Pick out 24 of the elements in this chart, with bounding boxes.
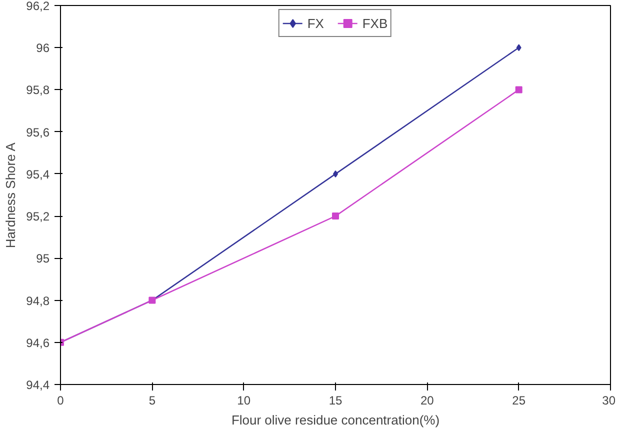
legend-label: FXB — [362, 16, 388, 30]
point — [332, 212, 339, 220]
y-tick-label: 96,2 — [26, 0, 50, 13]
x-tick-label: 0 — [57, 394, 64, 408]
x-tick-label: 10 — [237, 394, 251, 408]
x-tick-label: 5 — [148, 394, 156, 408]
x-axis-title: Flour olive residue concentration(%) — [231, 412, 440, 428]
y-tick-label: 95,2 — [26, 210, 50, 224]
y-tick-label: 94,8 — [26, 294, 50, 308]
y-tick-label: 94,4 — [26, 378, 50, 392]
legend-label: FX — [307, 16, 325, 30]
x-tick-label: 30 — [602, 394, 616, 408]
y-axis-title: Hardness Shore A — [3, 142, 18, 248]
y-tick-label: 95,4 — [26, 167, 50, 182]
y-tick-label: 95,6 — [26, 125, 50, 140]
y-tick-label: 94,6 — [26, 336, 50, 350]
point — [515, 86, 522, 94]
point — [516, 44, 522, 52]
y-tick-label: 95 — [36, 252, 50, 266]
y-tick-label: 96 — [36, 41, 50, 56]
y-tick-label: 95,8 — [26, 83, 50, 98]
x-tick-label: 15 — [328, 394, 342, 408]
x-tick-label: 25 — [512, 394, 526, 408]
x-tick-label: 20 — [420, 394, 434, 408]
